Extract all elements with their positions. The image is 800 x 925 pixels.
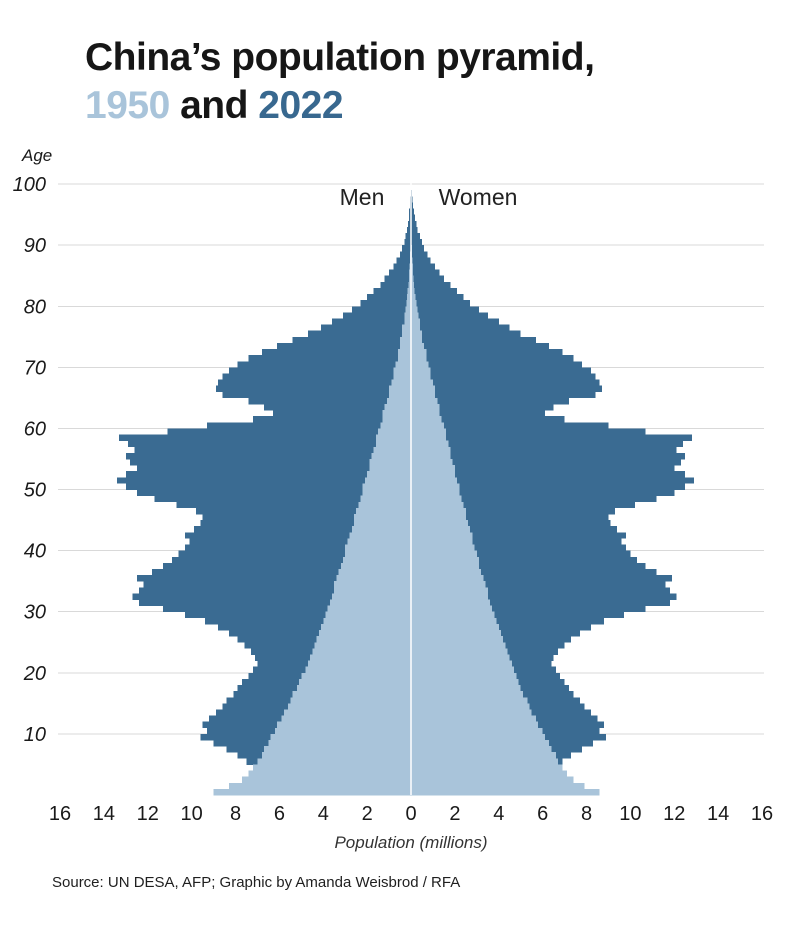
svg-text:40: 40	[24, 541, 46, 563]
svg-text:16: 16	[49, 803, 71, 825]
title-year-1950: 1950	[85, 83, 170, 127]
svg-text:50: 50	[24, 480, 46, 502]
series-1950-women	[411, 208, 600, 796]
svg-text:4: 4	[493, 803, 504, 825]
svg-text:30: 30	[24, 602, 46, 624]
svg-text:6: 6	[537, 803, 548, 825]
chart-title: China’s population pyramid, 1950 and 2022	[85, 34, 595, 129]
svg-text:14: 14	[707, 803, 729, 825]
x-axis-title: Population (millions)	[334, 833, 488, 852]
svg-text:0: 0	[405, 803, 416, 825]
svg-text:60: 60	[24, 418, 46, 440]
title-year-2022: 2022	[258, 83, 344, 127]
svg-text:10: 10	[181, 803, 203, 825]
source-credit: Source: UN DESA, AFP; Graphic by Amanda …	[52, 874, 461, 891]
series-1950-men	[213, 214, 411, 796]
title-line1: China’s population pyramid,	[85, 36, 595, 79]
men-series-label: Men	[339, 184, 385, 210]
center-axis-line	[410, 174, 412, 795]
svg-text:8: 8	[581, 803, 592, 825]
svg-text:12: 12	[663, 803, 685, 825]
svg-text:70: 70	[24, 357, 46, 379]
age-axis-label: Age	[22, 146, 53, 165]
svg-text:100: 100	[13, 174, 46, 196]
svg-text:4: 4	[318, 803, 329, 825]
svg-text:10: 10	[24, 724, 46, 746]
women-series-label: Women	[438, 184, 518, 210]
svg-text:2: 2	[449, 803, 460, 825]
svg-text:80: 80	[24, 296, 46, 318]
svg-text:6: 6	[274, 803, 285, 825]
svg-text:2: 2	[362, 803, 373, 825]
y-tick-labels: 10 20 30 40 50 60 70 80 90 100	[13, 174, 46, 746]
svg-text:90: 90	[24, 235, 46, 257]
x-tick-labels: 16 14 12 10 8 6 4 2 0 2 4 6 8 10 12 14 16	[49, 803, 773, 825]
svg-text:12: 12	[137, 803, 159, 825]
svg-text:8: 8	[230, 803, 241, 825]
svg-text:20: 20	[23, 663, 46, 685]
svg-text:10: 10	[619, 803, 641, 825]
svg-text:14: 14	[93, 803, 115, 825]
title-conjunction: and	[180, 83, 248, 127]
svg-text:16: 16	[751, 803, 773, 825]
